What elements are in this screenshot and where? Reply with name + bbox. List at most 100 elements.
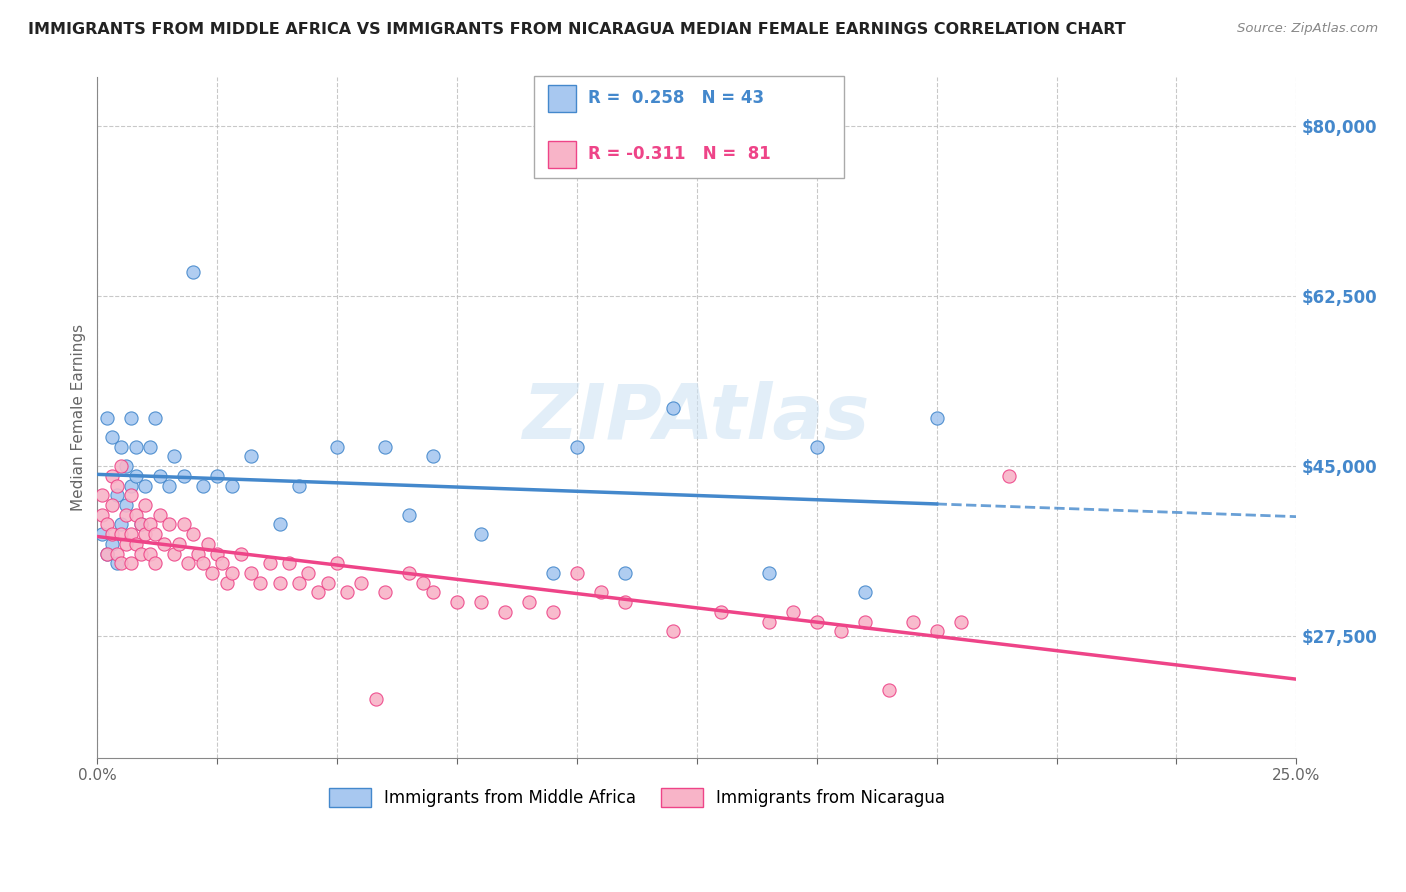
Point [163,450,186,464]
Point [129,547,152,561]
Point [997,468,1019,483]
Text: ZIPAtlas: ZIPAtlas [523,381,870,455]
Point [96,410,118,425]
Point [830,624,852,639]
Point [877,682,900,697]
Point [110,440,132,454]
Point [326,440,349,454]
Point [91,508,114,522]
Point [949,615,972,629]
Point [589,585,612,599]
Point [191,478,214,492]
Point [201,566,224,580]
Point [143,410,166,425]
Point [197,537,219,551]
Point [231,547,253,561]
Point [163,547,186,561]
Point [316,575,339,590]
Point [925,624,948,639]
Point [422,450,444,464]
Point [278,557,301,571]
Point [350,575,373,590]
Point [565,440,588,454]
Point [288,478,311,492]
Point [110,557,132,571]
Point [105,557,128,571]
Point [364,692,387,706]
Legend: Immigrants from Middle Africa, Immigrants from Nicaragua: Immigrants from Middle Africa, Immigrant… [322,781,952,814]
Point [96,517,118,532]
Point [269,517,291,532]
Point [398,566,420,580]
Point [100,537,122,551]
Point [221,566,243,580]
Point [167,537,190,551]
Point [134,498,156,512]
Point [96,547,118,561]
Point [181,265,204,279]
Point [115,498,138,512]
Point [422,585,444,599]
Point [110,527,132,541]
Text: R = -0.311   N =  81: R = -0.311 N = 81 [588,145,770,163]
Point [374,585,396,599]
Point [901,615,924,629]
Point [326,557,349,571]
Point [710,605,733,619]
Text: R =  0.258   N = 43: R = 0.258 N = 43 [588,89,763,107]
Point [758,615,780,629]
Point [149,508,172,522]
Point [115,459,138,474]
Point [239,450,262,464]
Point [662,401,685,415]
Point [153,537,176,551]
Point [613,566,636,580]
Point [120,478,142,492]
Point [446,595,468,609]
Point [211,557,233,571]
Point [110,517,132,532]
Point [149,468,172,483]
Point [782,605,804,619]
Point [925,410,948,425]
Point [853,615,876,629]
Point [139,517,162,532]
Point [100,430,122,444]
Point [207,547,229,561]
Point [541,566,564,580]
Point [139,547,162,561]
Point [565,566,588,580]
Point [134,527,156,541]
Point [269,575,291,590]
Point [91,527,114,541]
Point [297,566,319,580]
Point [613,595,636,609]
Point [129,517,152,532]
Point [120,527,142,541]
Point [100,498,122,512]
Point [412,575,434,590]
Point [541,605,564,619]
Point [494,605,516,619]
Point [662,624,685,639]
Point [125,508,148,522]
Point [134,478,156,492]
Point [239,566,262,580]
Point [157,478,180,492]
Point [307,585,329,599]
Point [177,557,200,571]
Point [806,615,828,629]
Point [125,537,148,551]
Point [470,527,492,541]
Point [110,459,132,474]
Point [115,537,138,551]
Point [806,440,828,454]
Point [139,440,162,454]
Point [105,547,128,561]
Y-axis label: Median Female Earnings: Median Female Earnings [72,324,86,511]
Point [470,595,492,609]
Point [120,488,142,502]
Point [115,508,138,522]
Point [125,468,148,483]
Point [207,468,229,483]
